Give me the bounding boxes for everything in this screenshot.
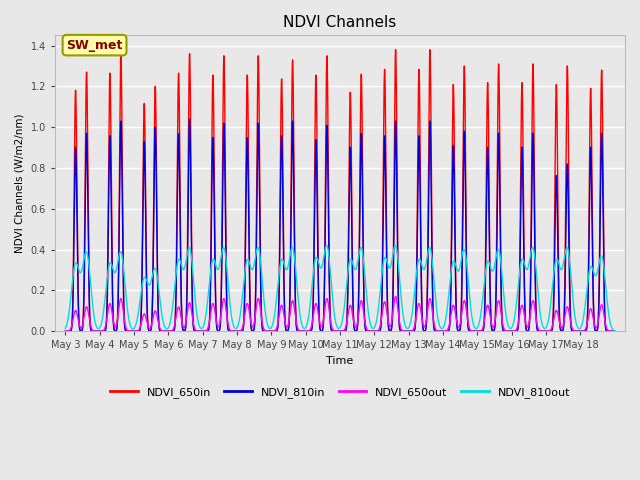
NDVI_810out xyxy=(611,328,618,334)
NDVI_810out xyxy=(89,304,97,310)
NDVI_650out xyxy=(469,328,477,334)
NDVI_810in xyxy=(61,328,69,334)
NDVI_650in xyxy=(410,327,418,333)
NDVI_810out xyxy=(411,291,419,297)
NDVI_650out xyxy=(260,327,268,333)
Line: NDVI_810in: NDVI_810in xyxy=(65,119,614,331)
NDVI_650out xyxy=(61,328,69,334)
NDVI_650in xyxy=(469,328,477,334)
NDVI_650out xyxy=(411,324,419,330)
NDVI_650in xyxy=(387,328,394,334)
Legend: NDVI_650in, NDVI_810in, NDVI_650out, NDVI_810out: NDVI_650in, NDVI_810in, NDVI_650out, NDV… xyxy=(106,383,575,403)
NDVI_810in xyxy=(260,328,268,334)
NDVI_810in xyxy=(186,116,193,122)
NDVI_810in xyxy=(411,327,419,333)
NDVI_810out xyxy=(387,264,394,270)
NDVI_810out xyxy=(260,300,268,305)
NDVI_810out xyxy=(498,271,506,277)
NDVI_810in xyxy=(89,328,97,334)
Line: NDVI_650in: NDVI_650in xyxy=(65,49,614,331)
Line: NDVI_810out: NDVI_810out xyxy=(65,245,614,331)
NDVI_650out xyxy=(392,294,399,300)
NDVI_650in xyxy=(498,315,506,321)
X-axis label: Time: Time xyxy=(326,356,354,366)
NDVI_650out xyxy=(387,324,394,329)
NDVI_650in xyxy=(611,328,618,334)
Text: SW_met: SW_met xyxy=(67,39,123,52)
NDVI_810in xyxy=(498,318,506,324)
NDVI_810out xyxy=(61,325,69,331)
NDVI_810in xyxy=(611,328,618,334)
NDVI_650in xyxy=(260,328,268,334)
NDVI_810in xyxy=(387,328,394,334)
NDVI_650out xyxy=(498,317,506,323)
NDVI_650out xyxy=(611,328,618,334)
NDVI_650in xyxy=(89,328,97,334)
NDVI_810out xyxy=(469,318,477,324)
Title: NDVI Channels: NDVI Channels xyxy=(284,15,397,30)
NDVI_650in xyxy=(426,47,434,52)
NDVI_650in xyxy=(61,328,69,334)
NDVI_650out xyxy=(89,328,97,334)
NDVI_810out xyxy=(323,242,330,248)
Line: NDVI_650out: NDVI_650out xyxy=(65,297,614,331)
NDVI_810in xyxy=(469,328,477,334)
Y-axis label: NDVI Channels (W/m2/nm): NDVI Channels (W/m2/nm) xyxy=(15,114,25,253)
